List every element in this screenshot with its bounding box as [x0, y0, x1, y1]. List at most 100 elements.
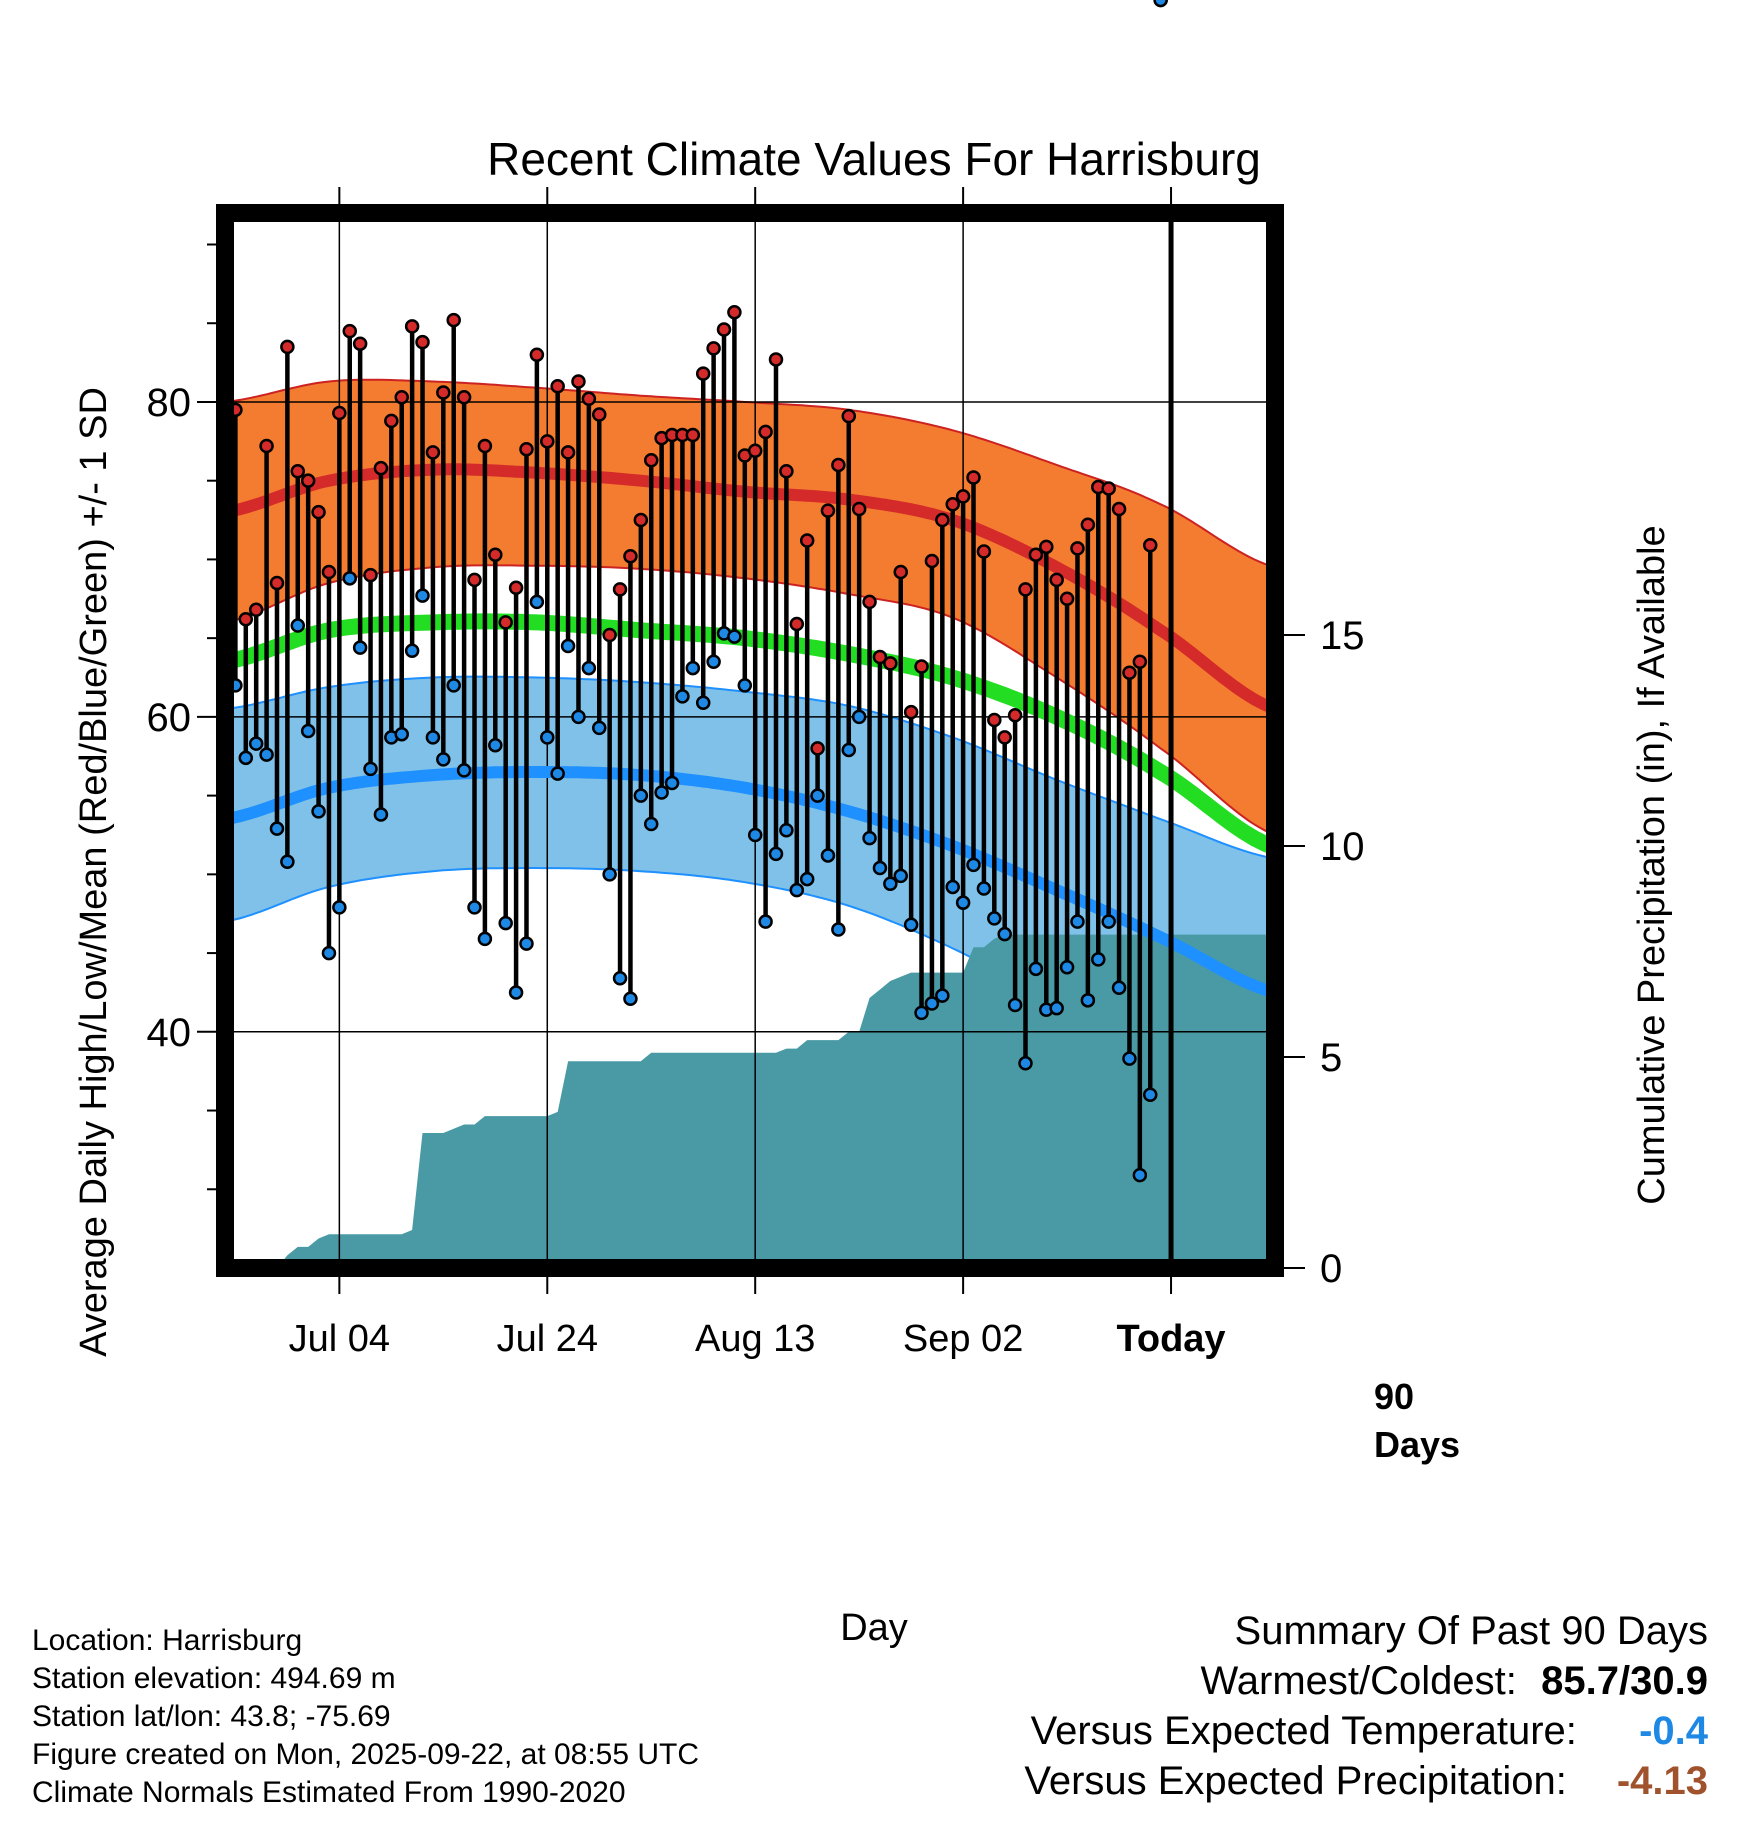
daily-high-point — [1142, 537, 1158, 553]
daily-low-point — [238, 750, 254, 766]
daily-high-point — [695, 366, 711, 381]
daily-low-point — [851, 709, 867, 725]
daily-low-point — [363, 761, 378, 777]
daily-low-point — [592, 720, 607, 736]
daily-low-point — [1070, 914, 1085, 929]
daily-high-point — [987, 712, 1002, 728]
daily-high-point — [415, 334, 430, 350]
daily-high-point — [248, 602, 264, 618]
daily-low-point — [446, 678, 461, 693]
daily-low-point — [1142, 1087, 1158, 1103]
y2-axis-title: Cumulative Precipitation (in), If Availa… — [1631, 525, 1673, 1204]
daily-low-point — [810, 788, 825, 803]
daily-low-point — [1028, 961, 1044, 977]
daily-low-point — [477, 931, 493, 947]
daily-high-point — [831, 457, 846, 473]
daily-high-point — [259, 438, 274, 454]
daily-high-point — [1101, 481, 1116, 496]
daily-high-point — [498, 615, 513, 630]
daily-high-point — [1007, 708, 1023, 723]
precipitation-area — [225, 934, 1275, 1268]
daily-low-point — [467, 900, 482, 915]
daily-low-point — [529, 594, 545, 610]
daily-low-point — [862, 830, 877, 846]
daily-low-point — [654, 785, 669, 800]
x-tick-label: Jul 24 — [497, 1318, 598, 1360]
today-label-line2: Days — [1374, 1424, 1460, 1465]
daily-high-point — [342, 323, 358, 339]
daily-low-point — [1111, 980, 1127, 995]
daily-low-point — [280, 854, 295, 869]
today-label-line1: 90 — [1374, 1376, 1414, 1417]
daily-low-point — [893, 868, 908, 884]
daily-low-point — [373, 807, 389, 822]
daily-high-point — [321, 564, 337, 580]
daily-low-point — [508, 985, 524, 1000]
daily-high-point — [955, 489, 971, 504]
daily-high-point — [768, 352, 784, 367]
daily-high-point — [841, 408, 857, 424]
daily-low-point — [706, 654, 721, 670]
daily-high-point — [914, 659, 929, 674]
daily-high-point — [799, 533, 815, 548]
daily-low-point — [987, 911, 1002, 926]
daily-low-point — [1132, 1167, 1148, 1183]
daily-low-point — [747, 827, 763, 843]
daily-low-point — [488, 737, 503, 753]
daily-high-point — [560, 445, 576, 460]
daily-low-point — [259, 747, 274, 762]
daily-low-point — [1018, 1056, 1033, 1071]
daily-low-point — [581, 660, 597, 676]
daily-low-point — [1049, 1000, 1064, 1016]
summary-title: Summary Of Past 90 Days — [1234, 1609, 1708, 1653]
daily-low-point — [612, 971, 628, 986]
daily-low-point — [321, 945, 337, 961]
daily-low-point — [425, 730, 441, 745]
daily-low-point — [352, 640, 368, 655]
plot-frame — [216, 204, 1284, 1277]
x-tick-label: Jul 04 — [289, 1318, 390, 1360]
daily-low-point — [675, 689, 690, 704]
x-tick-label: Today — [1116, 1318, 1225, 1360]
daily-low-point — [664, 775, 680, 791]
info-normals: Climate Normals Estimated From 1990-2020 — [32, 1776, 626, 1809]
daily-high-point — [643, 452, 659, 468]
daily-low-point — [831, 922, 846, 937]
daily-high-point — [1080, 517, 1096, 533]
daily-high-point — [1132, 654, 1148, 670]
y2-tick-label: 5 — [1320, 1036, 1342, 1080]
daily-low-point — [935, 988, 950, 1003]
summary-warmest-row: Warmest/Coldest: 85.7/30.9 — [1024, 1656, 1709, 1706]
daily-low-point — [1080, 993, 1096, 1008]
daily-high-point — [519, 441, 534, 457]
summary-precip-row: Versus Expected Precipitation: -4.13 — [1024, 1756, 1708, 1806]
daily-low-point — [883, 876, 898, 892]
daily-low-point — [300, 723, 316, 739]
temp-anomaly-value: -0.4 — [1639, 1709, 1708, 1753]
daily-high-point — [311, 504, 326, 520]
daily-low-point — [1153, 0, 1168, 8]
daily-high-point — [1028, 547, 1044, 562]
daily-high-point — [862, 594, 877, 610]
daily-low-point — [519, 936, 534, 951]
daily-high-point — [280, 339, 295, 355]
daily-high-point — [623, 549, 638, 564]
daily-high-point — [540, 434, 555, 449]
daily-high-point — [363, 567, 378, 583]
daily-high-point — [716, 322, 732, 337]
daily-low-point — [914, 1005, 929, 1021]
daily-high-point — [1039, 539, 1054, 555]
daily-high-point — [436, 385, 451, 400]
daily-high-point — [612, 582, 628, 597]
y-tick-label: 80 — [147, 381, 192, 425]
daily-high-point — [602, 627, 617, 643]
temp-anomaly-label: Versus Expected Temperature: — [1030, 1709, 1577, 1753]
daily-low-point — [737, 678, 753, 693]
summary-temp-row: Versus Expected Temperature: -0.4 — [1024, 1706, 1708, 1756]
daily-low-point — [966, 857, 981, 873]
daily-high-point — [779, 463, 794, 479]
daily-high-point — [820, 503, 836, 518]
info-location: Location: Harrisburg — [32, 1624, 303, 1657]
daily-high-point — [935, 512, 950, 528]
daily-high-point — [903, 704, 919, 720]
